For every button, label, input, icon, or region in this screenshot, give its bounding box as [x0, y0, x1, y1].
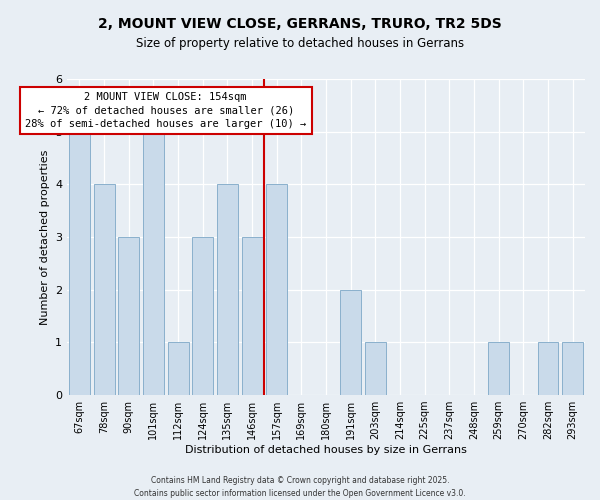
Text: Contains HM Land Registry data © Crown copyright and database right 2025.
Contai: Contains HM Land Registry data © Crown c…: [134, 476, 466, 498]
Bar: [192, 237, 213, 395]
Bar: [488, 342, 509, 395]
Bar: [118, 237, 139, 395]
X-axis label: Distribution of detached houses by size in Gerrans: Distribution of detached houses by size …: [185, 445, 467, 455]
Text: 2 MOUNT VIEW CLOSE: 154sqm
← 72% of detached houses are smaller (26)
28% of semi: 2 MOUNT VIEW CLOSE: 154sqm ← 72% of deta…: [25, 92, 307, 128]
Text: 2, MOUNT VIEW CLOSE, GERRANS, TRURO, TR2 5DS: 2, MOUNT VIEW CLOSE, GERRANS, TRURO, TR2…: [98, 18, 502, 32]
Bar: [143, 132, 164, 395]
Bar: [538, 342, 559, 395]
Bar: [242, 237, 263, 395]
Bar: [340, 290, 361, 395]
Bar: [217, 184, 238, 395]
Bar: [266, 184, 287, 395]
Bar: [69, 132, 90, 395]
Y-axis label: Number of detached properties: Number of detached properties: [40, 150, 50, 324]
Bar: [94, 184, 115, 395]
Bar: [167, 342, 188, 395]
Text: Size of property relative to detached houses in Gerrans: Size of property relative to detached ho…: [136, 38, 464, 51]
Bar: [365, 342, 386, 395]
Bar: [562, 342, 583, 395]
